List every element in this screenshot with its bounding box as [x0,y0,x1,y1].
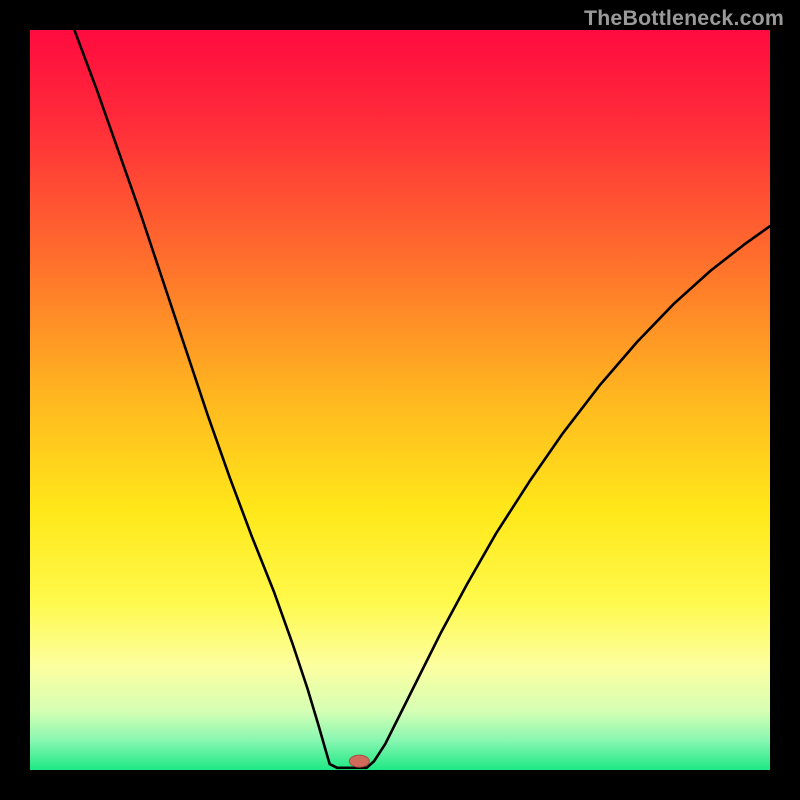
gradient-background [30,30,770,770]
chart-svg [30,30,770,770]
watermark-text: TheBottleneck.com [584,6,784,31]
optimal-point-marker [349,755,369,767]
bottleneck-chart [30,30,770,770]
frame: TheBottleneck.com [0,0,800,800]
